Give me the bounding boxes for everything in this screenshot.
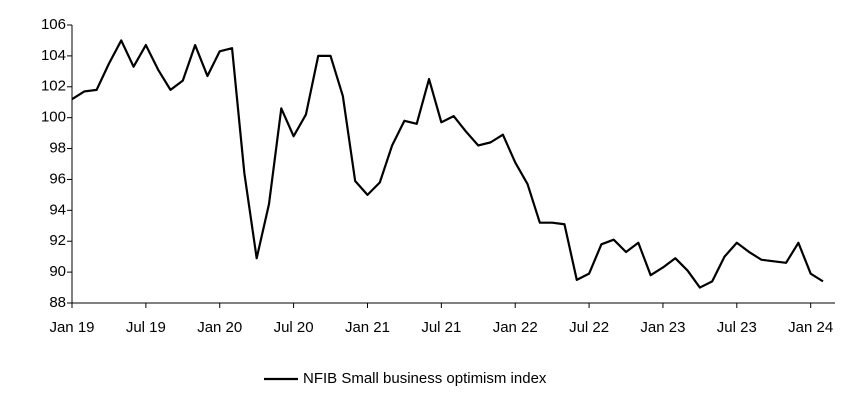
y-tick-label: 92	[49, 232, 66, 249]
x-tick-label: Jan 23	[640, 319, 685, 336]
x-tick-label: Jan 19	[49, 319, 94, 336]
y-tick-label: 94	[49, 201, 66, 218]
x-tick-label: Jul 22	[569, 319, 609, 336]
series-line	[71, 39, 824, 289]
y-tick-label: 88	[49, 294, 66, 311]
x-tick-label: Jul 19	[126, 319, 166, 336]
x-tick-label: Jul 21	[421, 319, 461, 336]
y-tick-label: 100	[41, 109, 66, 126]
x-tick-label: Jan 24	[788, 319, 833, 336]
y-tick-label: 96	[49, 170, 66, 187]
y-tick-label: 90	[49, 263, 66, 280]
x-tick-label: Jan 22	[493, 319, 538, 336]
y-tick-label: 104	[41, 47, 66, 64]
y-tick-label: 106	[41, 16, 66, 33]
x-tick-label: Jul 23	[717, 319, 757, 336]
x-tick-label: Jan 20	[197, 319, 242, 336]
x-tick-label: Jul 20	[274, 319, 314, 336]
y-tick-label: 98	[49, 140, 66, 157]
legend-label: NFIB Small business optimism index	[303, 370, 547, 387]
x-tick-label: Jan 21	[345, 319, 390, 336]
y-tick-label: 102	[41, 78, 66, 95]
